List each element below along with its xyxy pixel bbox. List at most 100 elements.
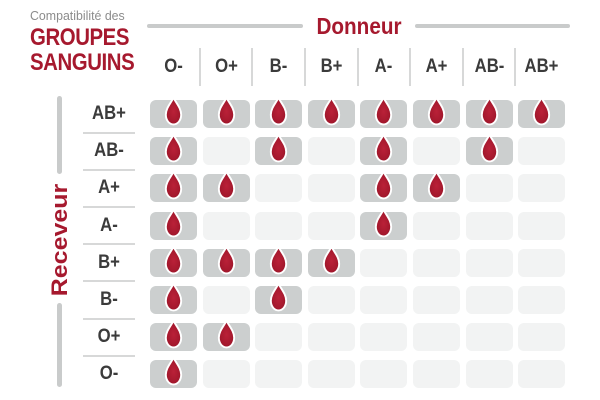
grid-cell [202,96,250,128]
grid-cell [518,211,566,240]
grid-cell [202,319,250,352]
grid-cell [150,245,197,277]
grid-cell [413,211,460,240]
receiver-type-label: A+ [98,177,120,199]
column-separator [409,48,412,86]
receiver-axis-line-top [57,96,62,174]
grid-cell [150,208,197,240]
grid-cell [360,208,408,240]
blood-drop-icon [427,96,446,126]
title-kicker: Compatibilité des [30,8,125,23]
grid-cell [518,248,566,277]
blood-drop-icon [217,96,235,126]
grid-cell [307,137,355,166]
grid-cell [307,211,355,240]
donor-type-header: O- [164,56,183,77]
grid-cell [360,96,408,128]
blood-drop-icon [164,133,183,163]
receiver-type-label: O- [99,363,119,385]
row-separator [83,243,135,246]
blood-drop-icon [164,282,183,312]
blood-drop-icon [480,133,498,163]
donor-type-header: B- [269,56,288,77]
grid-cell [518,137,566,166]
blood-drop-icon [322,96,340,126]
grid-cell [465,248,513,277]
grid-cell [150,282,197,314]
grid-cell [307,323,355,352]
grid-cell [465,323,513,352]
donor-type-header: AB- [474,56,504,77]
row-separator [83,317,135,320]
receiver-type-label: A- [100,214,118,236]
grid-cell [413,248,460,277]
column-separator [356,48,359,86]
blood-drop-icon [217,245,235,275]
page-title-line2: SANGUINS [30,49,135,76]
grid-cell [202,171,250,203]
page-title-line1: GROUPES [30,24,130,51]
donor-axis-label: Donneur [316,13,402,39]
column-separator [461,48,464,86]
grid-cell [255,282,303,314]
blood-drop-icon [375,171,393,200]
grid-cell [518,174,566,203]
grid-cell [307,174,355,203]
receiver-type-label: B- [100,289,118,310]
grid-cell [255,360,303,389]
row-separator [83,131,135,134]
grid-cell [465,360,513,389]
blood-drop-icon [480,96,498,126]
grid-cell [255,245,303,277]
blood-drop-icon [375,133,393,163]
grid-cell [360,323,408,352]
grid-cell [150,171,197,203]
grid-cell [465,133,513,166]
column-separator [514,48,517,86]
blood-drop-icon [164,96,183,126]
grid-cell [255,323,303,352]
grid-cell [307,96,355,128]
grid-cell [518,96,566,128]
blood-drop-icon [322,245,340,275]
grid-cell [413,137,460,166]
grid-cell [202,245,250,277]
grid-cell [202,211,250,240]
blood-drop-icon [270,282,288,312]
grid-cell [307,245,355,277]
blood-drop-icon [375,96,393,126]
blood-drop-icon [164,208,183,237]
grid-cell [360,360,408,389]
grid-cell [518,286,566,314]
row-separator [83,168,135,171]
blood-drop-icon [533,96,551,126]
grid-cell [465,286,513,314]
donor-axis-line-right [415,24,570,28]
grid-cell [255,96,303,128]
grid-cell [413,171,460,203]
grid-cell [518,323,566,352]
grid-cell [255,211,303,240]
grid-cell [255,174,303,203]
blood-drop-icon [427,171,446,200]
grid-cell [413,360,460,389]
grid-cell [202,360,250,389]
row-separator [83,206,135,208]
grid-cell [465,211,513,240]
grid-cell [150,133,197,166]
donor-type-header: B+ [320,56,343,77]
grid-cell [360,286,408,314]
grid-cell [307,360,355,389]
blood-drop-icon [164,357,183,386]
row-separator [83,354,135,357]
donor-axis-line-left [147,24,303,28]
grid-cell [413,286,460,314]
grid-cell [307,286,355,314]
blood-drop-icon [270,133,288,163]
donor-type-header: A+ [425,56,448,77]
grid-cell [360,171,408,203]
grid-cell [465,96,513,128]
grid-cell [518,360,566,389]
blood-drop-icon [164,319,183,349]
